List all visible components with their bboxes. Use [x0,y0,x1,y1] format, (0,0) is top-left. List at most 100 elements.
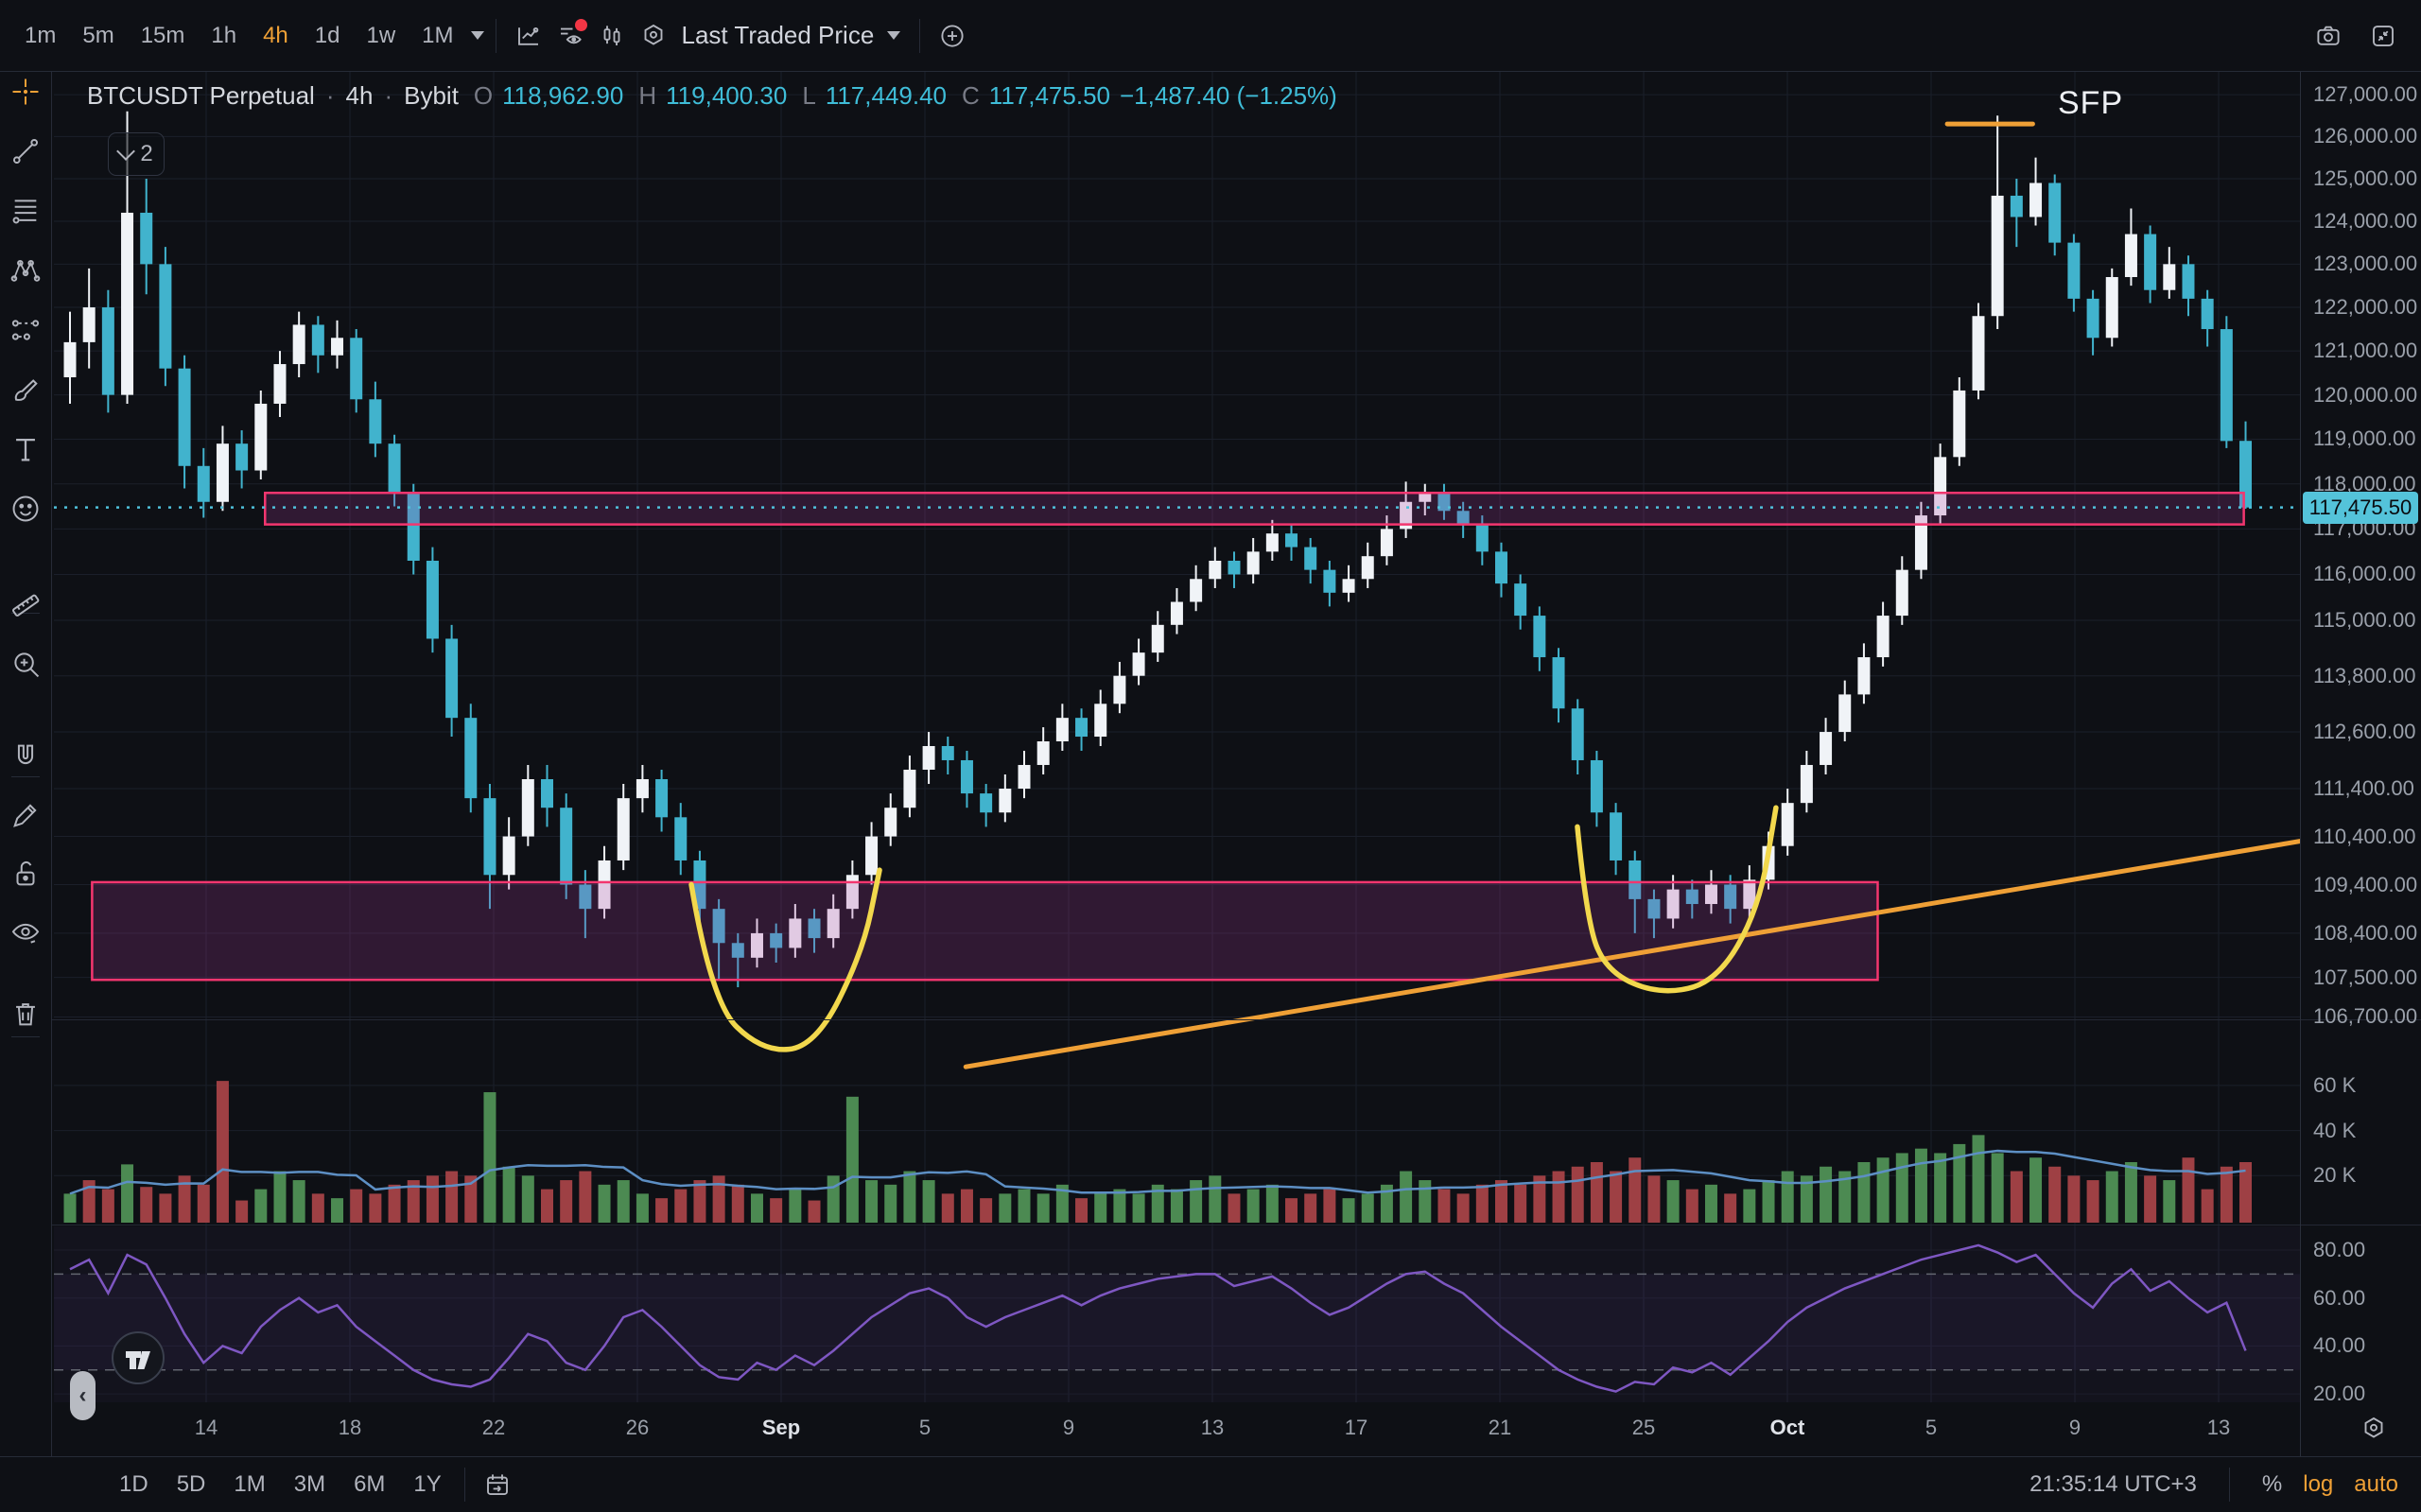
pane-separator[interactable] [52,1019,2421,1020]
indicators-alert-dot [574,18,587,31]
screenshot-camera-icon[interactable] [2308,15,2349,57]
crosshair-icon[interactable] [5,71,46,113]
symbol-interval[interactable]: 4h [345,81,374,110]
log-scale-toggle[interactable]: log [2303,1471,2334,1497]
axis-tick-label: 20 K [2313,1163,2357,1188]
range-1Y[interactable]: 1Y [402,1466,452,1503]
axis-tick-label: 106,700.00 [2313,1004,2418,1029]
axis-tick-label: 113,800.00 [2313,663,2416,687]
time-tick-label: 25 [1631,1416,1656,1439]
last-price-label[interactable]: 117,475.50 [2303,491,2418,524]
axis-tick-label: 107,500.00 [2313,965,2418,989]
tradingview-logo[interactable] [110,1330,166,1386]
emoji-icon[interactable] [5,488,46,530]
low-value: 117,449.40 [825,81,948,110]
axis-tick-label: 120,000.00 [2313,382,2418,407]
magnet-icon[interactable] [5,736,46,777]
open-value: 118,962.90 [502,81,624,110]
close-key: C [962,81,980,110]
chevron-down-icon [116,142,136,161]
top-toolbar: 1m 5m 15m 1h 4h 1d 1w 1M Last Traded Price [0,0,2421,72]
time-axis[interactable]: 14 18 22 26 Sep 5 9 13 17 21 25 Oct 5 9 13 [52,1402,2421,1456]
symbol-exchange[interactable]: Bybit [404,81,459,110]
symbol-title[interactable]: BTCUSDT Perpetual [87,81,315,110]
clock[interactable]: 21:35:14 UTC+3 [2029,1471,2197,1497]
text-icon[interactable] [5,428,46,470]
timeframe-menu-caret[interactable] [470,31,484,40]
time-tick-label: 13 [2206,1416,2231,1439]
time-tick-label: 21 [1488,1416,1512,1439]
indicators-icon[interactable] [549,15,591,57]
range-3M[interactable]: 3M [283,1466,337,1503]
separator-dot: · [325,81,335,110]
low-key: L [802,81,816,110]
time-tick-label: 22 [481,1416,506,1439]
timeframe-1M[interactable]: 1M [410,15,464,57]
timeframe-group: 1m 5m 15m 1h 4h 1d 1w 1M [13,15,465,57]
draw-lock-icon[interactable] [5,794,46,836]
axis-tick-label: 121,000.00 [2313,339,2418,363]
range-1D[interactable]: 1D [108,1466,160,1503]
price-axis-separator [2300,72,2301,1456]
toolbar-divider [919,18,921,53]
timeframe-15m[interactable]: 15m [130,15,197,57]
axis-tick-label: 126,000.00 [2313,124,2418,148]
bottom-toolbar: 1D 5D 1M 3M 6M 1Y 21:35:14 UTC+3 % log auto [0,1456,2421,1512]
time-tick-label: 18 [338,1416,362,1439]
timeframe-4h[interactable]: 4h [252,15,300,57]
add-symbol-icon[interactable] [932,15,973,57]
trend-line-icon[interactable] [5,130,46,172]
range-5D[interactable]: 5D [165,1466,218,1503]
price-source-label: Last Traded Price [681,21,875,49]
axis-tick-label: 110,400.00 [2313,824,2416,848]
xabcd-pattern-icon[interactable] [5,250,46,291]
ruler-icon[interactable] [5,584,46,626]
timeframe-1m[interactable]: 1m [13,15,67,57]
percent-scale-toggle[interactable]: % [2261,1471,2283,1497]
minimize-panel-icon[interactable] [2362,15,2404,57]
toolbar-divider [463,1468,465,1502]
brush-icon[interactable] [5,369,46,410]
axis-tick-label: 123,000.00 [2313,252,2418,276]
timeframe-5m[interactable]: 5m [71,15,125,57]
range-1M[interactable]: 1M [222,1466,276,1503]
toolbar-divider [11,776,40,777]
zoom-in-icon[interactable] [5,643,46,685]
time-tick-label: Oct [1769,1416,1805,1439]
high-value: 119,400.30 [666,81,788,110]
go-to-date-icon[interactable] [477,1464,518,1505]
projection-icon[interactable] [5,309,46,351]
timeframe-1d[interactable]: 1d [304,15,352,57]
compare-candles-icon[interactable] [591,15,633,57]
range-6M[interactable]: 6M [342,1466,396,1503]
sfp-annotation-label[interactable]: SFP [2058,85,2124,121]
chart-style-icon[interactable] [508,15,549,57]
axis-tick-label: 112,600.00 [2313,720,2416,744]
price-source-dropdown[interactable]: Last Traded Price [674,21,909,50]
lock-open-icon[interactable] [5,853,46,895]
time-tick-label: 14 [194,1416,218,1439]
fib-retracement-icon[interactable] [5,190,46,232]
axis-settings-gear-icon[interactable] [2353,1410,2395,1448]
time-tick-label: 17 [1344,1416,1368,1439]
close-value: 117,475.50 [988,81,1110,110]
toolbar-divider [11,613,40,614]
hide-drawings-icon[interactable] [5,912,46,953]
axis-tick-label: 122,000.00 [2313,295,2418,320]
price-chart-canvas[interactable] [52,72,2300,1402]
range-group: 1D 5D 1M 3M 6M 1Y [108,1466,453,1503]
axis-tick-label: 60 K [2313,1072,2357,1097]
open-key: O [473,81,494,110]
remove-drawings-icon[interactable] [5,993,46,1034]
time-tick-label: 5 [918,1416,932,1439]
timeframe-1w[interactable]: 1w [355,15,407,57]
auto-scale-toggle[interactable]: auto [2354,1471,2398,1497]
scroll-left-handle[interactable]: ‹ [70,1371,96,1420]
axis-tick-label: 127,000.00 [2313,82,2418,107]
price-source-settings-icon[interactable] [633,15,674,57]
timeframe-1h[interactable]: 1h [200,15,248,57]
pane-collapse-button[interactable]: 2 [108,132,165,176]
price-source-caret [887,31,901,40]
price-axis[interactable]: 127,000.00 126,000.00 125,000.00 124,000.00… [2301,72,2421,1405]
